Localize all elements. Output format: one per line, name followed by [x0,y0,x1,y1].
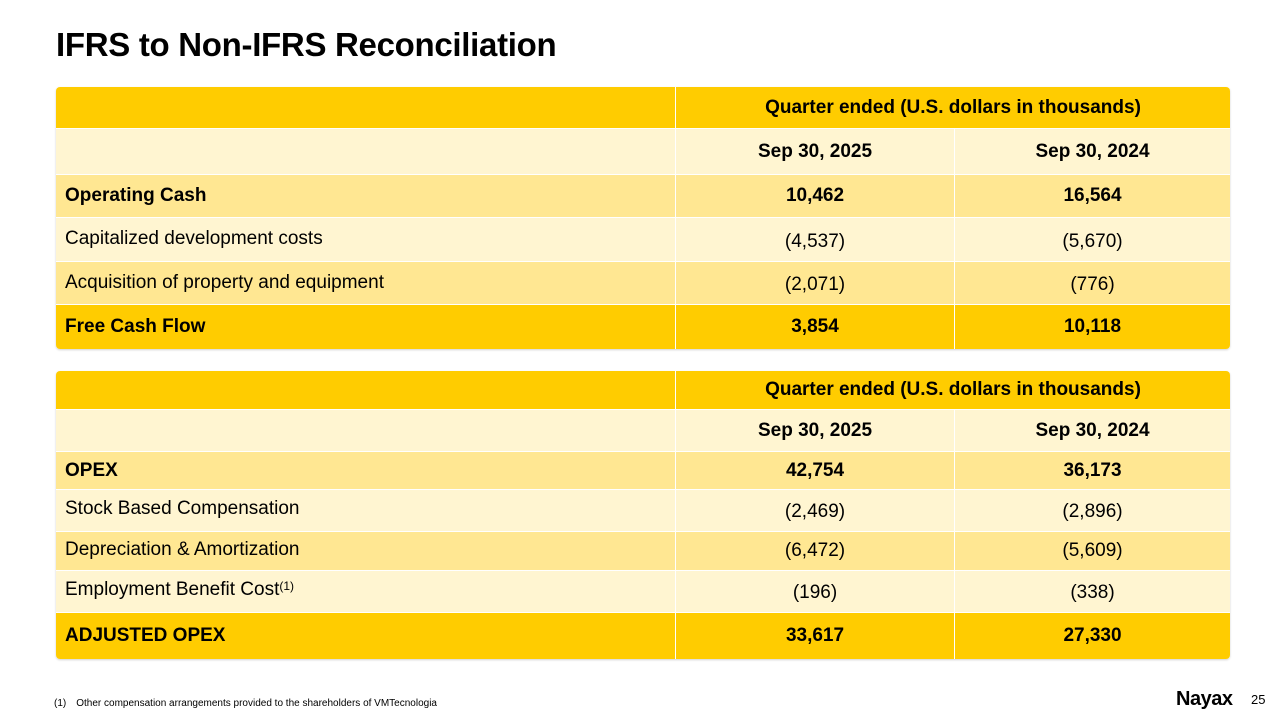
table-row: OPEX 42,754 36,173 [56,452,1230,490]
free-cash-flow-table: Quarter ended (U.S. dollars in thousands… [56,87,1230,349]
row-label: Acquisition of property and equipment [56,262,676,304]
page-title: IFRS to Non-IFRS Reconciliation [56,26,557,63]
table-row: Capitalized development costs (4,537) (5… [56,218,1230,262]
adjusted-opex-table: Quarter ended (U.S. dollars in thousands… [56,371,1230,659]
row-value-2024: 10,118 [1063,316,1122,337]
footnote-marker: (1) [279,579,295,593]
row-value-2024: (338) [1070,582,1115,603]
footnote: (1) Other compensation arrangements provi… [54,698,447,709]
row-label: Employment Benefit Cost (1) [56,571,676,612]
table-row: Free Cash Flow 3,854 10,118 [56,305,1230,349]
row-label-text: Employment Benefit Cost [65,579,280,600]
table-header-row: Quarter ended (U.S. dollars in thousands… [56,371,1230,410]
brand-logo: Nayax [1176,688,1233,710]
table-header: Quarter ended (U.S. dollars in thousands… [765,96,1141,118]
row-value-2025: (196) [676,571,955,612]
row-value-2024: (5,609) [1062,540,1123,561]
row-value-2024: (2,896) [1062,501,1123,522]
row-value-2025: 10,462 [676,175,955,217]
table-row: Depreciation & Amortization (6,472) (5,6… [56,532,1230,571]
row-value-2024: 27,330 [1063,625,1122,646]
row-label: Capitalized development costs [56,218,676,261]
table-row: Operating Cash 10,462 16,564 [56,175,1230,218]
row-value-2025: (4,537) [676,218,955,261]
row-value-2024: (776) [1070,274,1115,295]
row-value-2025: 42,754 [676,452,955,489]
row-label: Depreciation & Amortization [56,532,676,570]
row-label: Free Cash Flow [56,305,676,349]
page-number: 25 [1251,692,1266,707]
column-header-2025: Sep 30, 2025 [676,410,955,451]
table-row: Employment Benefit Cost (1) (196) (338) [56,571,1230,613]
footnote-marker: (1) [54,698,67,709]
column-header-row: Sep 30, 2025 Sep 30, 2024 [56,129,1230,175]
table-row: ADJUSTED OPEX 33,617 27,330 [56,613,1230,659]
row-value-2024: 16,564 [1063,185,1122,206]
row-label: Stock Based Compensation [56,490,676,531]
column-header-2025: Sep 30, 2025 [676,129,955,174]
row-label: Operating Cash [56,175,676,217]
row-value-2024: (5,670) [1062,231,1123,252]
column-header-row: Sep 30, 2025 Sep 30, 2024 [56,410,1230,452]
row-value-2025: 3,854 [676,305,955,349]
row-value-2025: 33,617 [676,613,955,659]
row-value-2024: 36,173 [1063,459,1122,481]
row-value-2025: (2,469) [676,490,955,531]
table-header-row: Quarter ended (U.S. dollars in thousands… [56,87,1230,129]
table-row: Acquisition of property and equipment (2… [56,262,1230,305]
row-value-2025: (2,071) [676,262,955,304]
row-label: ADJUSTED OPEX [56,613,676,659]
row-value-2025: (6,472) [676,532,955,570]
footnote-text: Other compensation arrangements provided… [76,698,437,709]
table-row: Stock Based Compensation (2,469) (2,896) [56,490,1230,532]
table-header: Quarter ended (U.S. dollars in thousands… [765,379,1141,400]
column-header-2024: Sep 30, 2024 [1035,140,1150,162]
row-label: OPEX [56,452,676,489]
column-header-2024: Sep 30, 2024 [1035,419,1150,441]
